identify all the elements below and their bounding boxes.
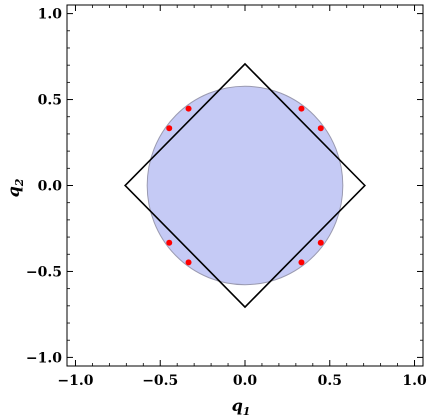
contact-point-4 (317, 125, 324, 132)
y-ticks: −1.0 −0.5 0.0 0.5 1.0 (26, 7, 423, 366)
y-tick-label: −0.5 (26, 264, 62, 280)
contact-point-6 (317, 239, 324, 246)
x-tick-label: −0.5 (142, 373, 178, 389)
feasible-disk (146, 85, 344, 286)
contact-point-5 (166, 239, 173, 246)
square-layer (124, 62, 366, 309)
y-tick-label: 0.5 (38, 93, 62, 109)
x-tick-label: −1.0 (57, 373, 93, 389)
contact-point-7 (185, 259, 192, 266)
contact-point-2 (298, 105, 305, 112)
y-axis-label: q2 (4, 178, 26, 197)
rotated-square (124, 62, 366, 309)
contact-point-1 (185, 105, 192, 112)
x-tick-label: 0.5 (318, 373, 342, 389)
y-tick-label: −1.0 (26, 350, 62, 366)
contact-point-8 (298, 259, 305, 266)
disk-layer (146, 85, 344, 286)
points-layer (166, 105, 324, 266)
x-axis-label: q1 (232, 396, 251, 418)
x-tick-label: 1.0 (402, 373, 427, 389)
x-tick-label: 0.0 (233, 373, 258, 389)
contact-point-3 (166, 125, 173, 132)
x-ticks: −1.0 −0.5 0.0 0.5 1.0 (57, 5, 427, 389)
y-tick-label: 1.0 (38, 7, 63, 23)
y-tick-label: 0.0 (38, 179, 63, 195)
